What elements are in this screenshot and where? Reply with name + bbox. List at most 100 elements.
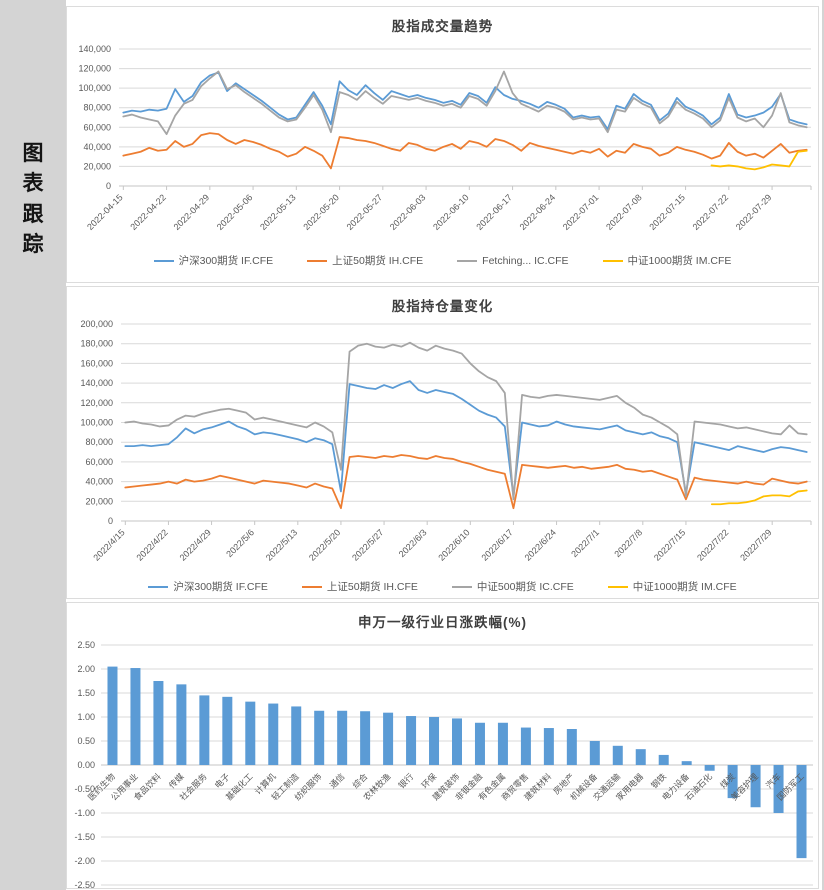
x-axis-tick-label: 2022/7/22 <box>695 527 730 562</box>
series-line <box>122 71 808 131</box>
bar <box>681 761 692 765</box>
bar <box>314 710 325 765</box>
panel-industry-change: 申万一级行业日涨跌幅(%) 2.50 2.00 1.50 1.00 0.50 0.00 -0… <box>66 602 819 889</box>
y-axis-tick-label: 1.00 <box>77 712 95 722</box>
bar <box>153 681 164 765</box>
x-axis-tick-label: 2022-07-08 <box>604 192 644 232</box>
y-axis-tick-label: 140,000 <box>78 44 111 54</box>
y-axis-tick-label: 180,000 <box>80 339 113 349</box>
legend-line-swatch <box>148 585 169 588</box>
category-label: 通信 <box>327 771 346 790</box>
x-axis-tick-label: 2022-04-29 <box>172 192 212 232</box>
y-axis-tick-label: -0.50 <box>74 784 95 794</box>
bar <box>497 722 508 765</box>
x-axis-tick-label: 2022/7/29 <box>738 527 773 562</box>
bar <box>589 741 600 765</box>
y-axis-tick-label: 60,000 <box>83 122 111 132</box>
x-axis-tick-label: 2022-06-10 <box>431 192 471 232</box>
bar <box>107 666 118 765</box>
y-axis-tick-label: 100,000 <box>80 418 113 428</box>
x-axis-tick-label: 2022/4/29 <box>178 527 213 562</box>
x-axis-tick-label: 2022/5/20 <box>307 527 342 562</box>
series-line <box>124 454 808 510</box>
x-axis-tick-label: 2022-07-15 <box>647 192 687 232</box>
y-axis-tick-label: 20,000 <box>83 161 111 171</box>
bar <box>383 712 394 765</box>
category-label: 传媒 <box>167 771 186 790</box>
legend-item: 中证500期货 IC.CFE <box>451 579 574 594</box>
legend-label: 中证1000期货 IM.CFE <box>627 255 732 267</box>
bar <box>727 765 738 799</box>
y-axis-tick-label: 200,000 <box>80 319 113 329</box>
series-line <box>122 132 808 170</box>
series-line <box>710 489 808 506</box>
bar <box>130 668 141 765</box>
open-interest-chart-title: 股指持仓量变化 <box>391 299 494 314</box>
legend-line-swatch <box>457 259 478 262</box>
y-axis-tick-label: 0 <box>106 181 111 191</box>
category-label: 环保 <box>419 771 438 790</box>
x-axis-tick-label: 2022/6/17 <box>479 527 514 562</box>
sidebar-title: 图表跟踪 <box>22 141 44 257</box>
legend-item: 上证50期货 IH.CFE <box>301 579 418 594</box>
x-axis-tick-label: 2022/6/3 <box>397 527 429 559</box>
panel-volume-trend: 股指成交量趋势 0 20,000 40,000 60,000 80,000 100,000… <box>66 6 819 283</box>
legend-item: 沪深300期货 IF.CFE <box>148 579 268 594</box>
y-axis-tick-label: -1.00 <box>74 808 95 818</box>
y-axis-tick-label: 40,000 <box>83 142 111 152</box>
x-axis-tick-label: 2022-05-27 <box>345 192 385 232</box>
legend-item: 中证1000期货 IM.CFE <box>607 579 737 594</box>
volume-chart-title: 股指成交量趋势 <box>391 19 494 34</box>
legend-label: 上证50期货 IH.CFE <box>326 581 418 593</box>
y-axis-tick-label: 2.50 <box>77 640 95 650</box>
category-label: 电子 <box>213 771 232 790</box>
bar <box>245 701 256 765</box>
bar <box>635 749 646 765</box>
y-axis-tick-label: 120,000 <box>78 64 111 74</box>
legend-line-swatch <box>602 259 623 262</box>
line-chart-canvas: 0 20,000 40,000 60,000 80,000 100,000 120,000 1… <box>78 44 812 232</box>
bar <box>429 717 440 765</box>
y-axis-tick-label: 80,000 <box>83 103 111 113</box>
x-axis-tick-label: 2022/5/27 <box>350 527 385 562</box>
x-axis-tick-label: 2022/7/15 <box>652 527 687 562</box>
x-axis-tick-label: 2022-07-29 <box>734 192 774 232</box>
x-axis-tick-label: 2022/4/22 <box>134 527 169 562</box>
legend-line-swatch <box>307 259 328 262</box>
y-axis-tick-label: -2.50 <box>74 880 95 888</box>
legend-item: 沪深300期货 IF.CFE <box>153 253 273 268</box>
legend-label: Fetching... IC.CFE <box>482 254 569 267</box>
industry-chart-title: 申万一级行业日涨跌幅(%) <box>358 615 527 630</box>
bar <box>796 765 807 859</box>
category-label: 综合 <box>350 771 369 790</box>
bar <box>199 695 210 765</box>
bar <box>360 711 371 765</box>
y-axis-tick-label: 60,000 <box>85 457 113 467</box>
x-axis-tick-label: 2022/6/24 <box>523 527 558 562</box>
x-axis-tick-label: 2022-06-24 <box>518 192 558 232</box>
legend-line-swatch <box>451 585 472 588</box>
bar <box>337 710 348 765</box>
line-chart-canvas: 0 20,000 40,000 60,000 80,000 100,000 120,000 1… <box>80 319 812 563</box>
y-axis-tick-label: 100,000 <box>78 83 111 93</box>
bar <box>750 765 761 808</box>
bar-chart-canvas: 2.50 2.00 1.50 1.00 0.50 0.00 -0.50 -1.00 -1.50 -… <box>74 640 813 888</box>
x-axis-tick-label: 2022/4/15 <box>91 527 126 562</box>
legend-line-swatch <box>301 585 322 588</box>
y-axis-tick-label: 120,000 <box>80 398 113 408</box>
bar <box>543 728 554 765</box>
bar <box>291 706 302 765</box>
bar <box>520 727 531 765</box>
y-axis-tick-label: -1.50 <box>74 832 95 842</box>
x-axis-tick-label: 2022-05-20 <box>301 192 341 232</box>
series-line <box>710 149 808 171</box>
bar <box>474 722 485 765</box>
bar <box>222 696 233 765</box>
bar <box>406 716 417 765</box>
bar <box>176 684 187 765</box>
bar <box>566 729 577 765</box>
x-axis-tick-label: 2022-05-13 <box>258 192 298 232</box>
legend-item: 上证50期货 IH.CFE <box>307 253 423 268</box>
y-axis-tick-label: 40,000 <box>85 477 113 487</box>
